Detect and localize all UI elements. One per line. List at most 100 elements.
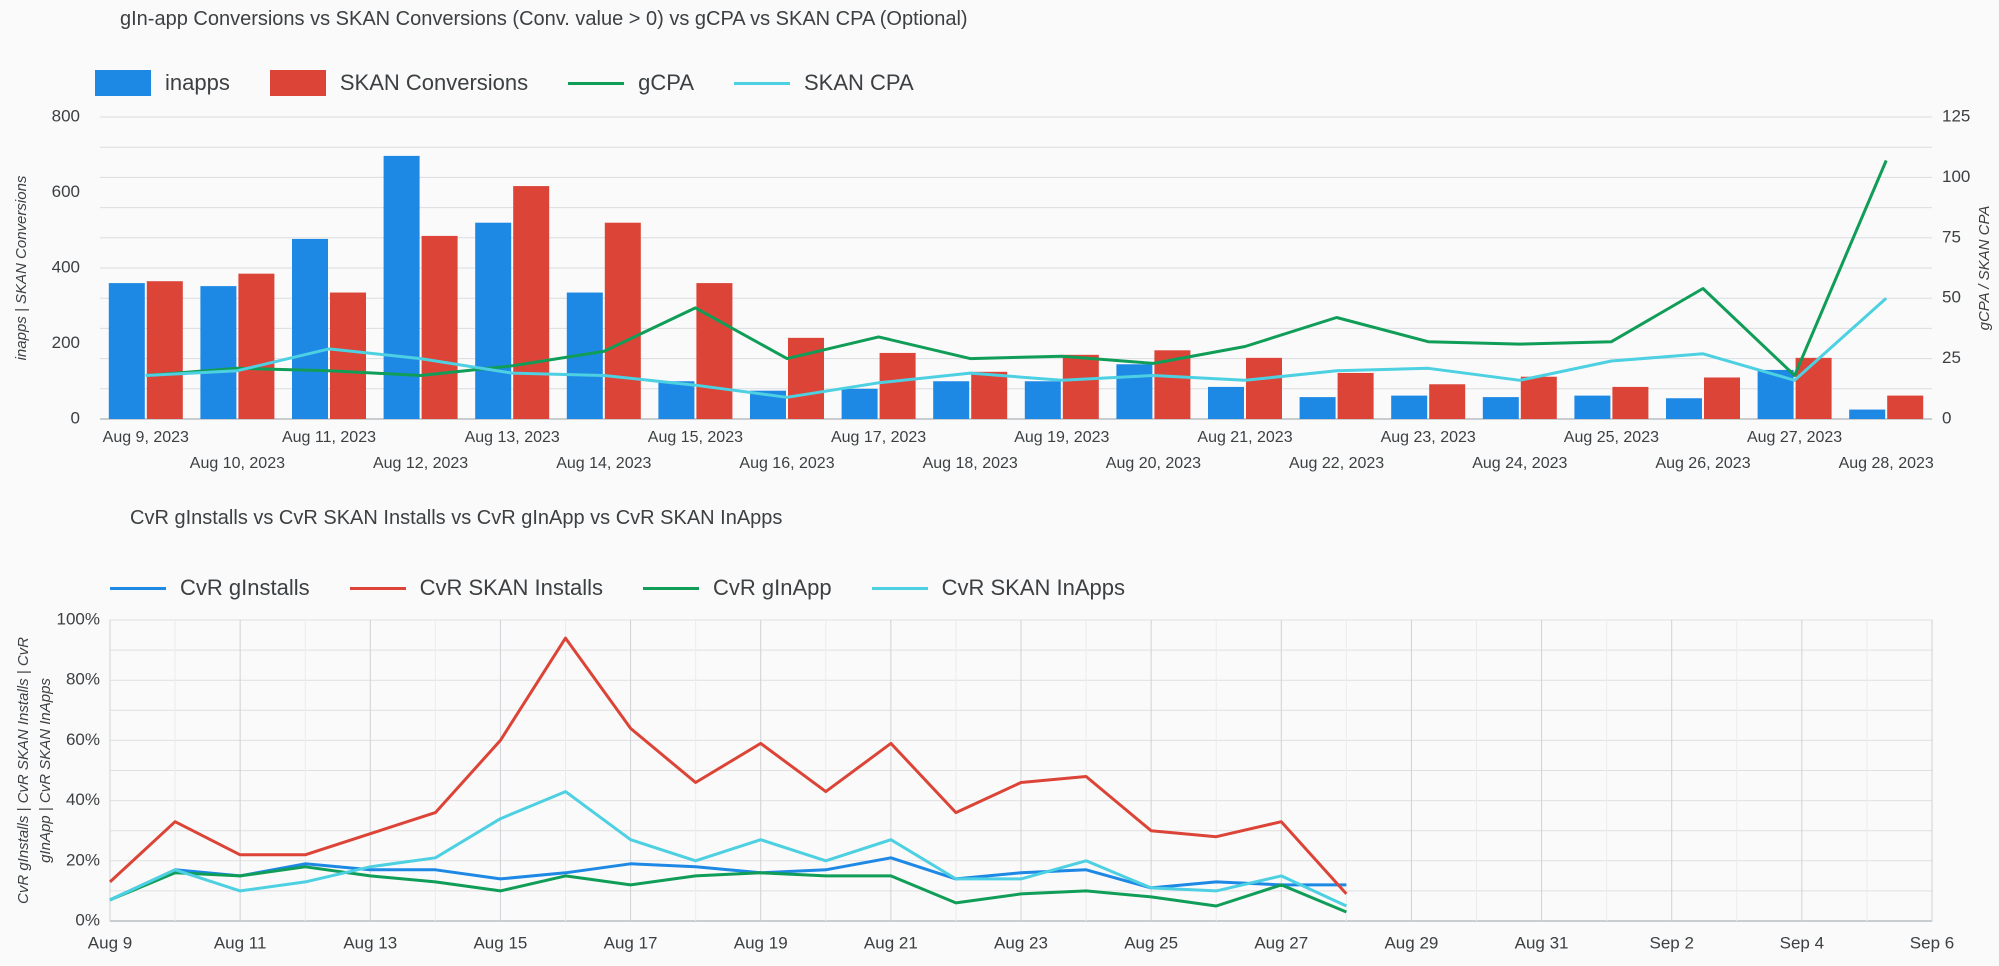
bar-inapps[interactable] [933, 381, 970, 419]
bar-skan-conversions[interactable] [1246, 357, 1282, 419]
bar-skan-conversions[interactable] [971, 371, 1008, 419]
bar-inapps[interactable] [383, 155, 420, 419]
chart2-y-axis-label: CvR gInstalls | CvR SKAN Installs | CvR [15, 637, 32, 904]
chart1-y2-tick: 125 [1942, 106, 1970, 125]
chart2-y-tick: 20% [66, 850, 100, 869]
line-cvr-skan-installs[interactable] [108, 636, 1348, 895]
chart1-x-tick: Aug 11, 2023 [282, 429, 376, 446]
bar-inapps[interactable] [1024, 381, 1061, 419]
bar-skan-conversions[interactable] [1429, 384, 1466, 419]
chart2-x-tick: Sep 4 [1780, 933, 1824, 952]
chart2-x-tick: Aug 23 [994, 933, 1048, 952]
chart1-x-tick: Aug 28, 2023 [1839, 455, 1934, 472]
chart1-x-tick: Aug 27, 2023 [1747, 429, 1842, 446]
bar-inapps[interactable] [1391, 395, 1428, 419]
bar-skan-conversions[interactable] [421, 235, 458, 419]
chart1-y2-tick: 25 [1942, 348, 1961, 367]
legend-swatch-cvr-skan-installs [349, 586, 406, 590]
bar-inapps[interactable] [1482, 397, 1519, 419]
bar-skan-conversions[interactable] [1612, 386, 1649, 419]
bar-inapps[interactable] [292, 238, 328, 419]
bar-inapps[interactable] [841, 388, 878, 419]
bar-skan-conversions[interactable] [604, 222, 641, 419]
bar-skan-conversions[interactable] [146, 281, 183, 419]
legend-label-inapps: inapps [165, 70, 230, 95]
chart1-legend: inapps SKAN Conversions gCPA SKAN CPA [95, 70, 954, 96]
chart1-x-tick: Aug 10, 2023 [190, 455, 285, 472]
chart2-y-tick: 100% [57, 609, 100, 628]
bar-skan-conversions[interactable] [513, 186, 550, 419]
bar-inapps[interactable] [200, 286, 237, 419]
legend-item-cvr-skan-inapps[interactable]: CvR SKAN InApps [871, 575, 1126, 601]
chart1-title: gIn-app Conversions vs SKAN Conversions … [120, 8, 968, 30]
bar-skan-conversions[interactable] [1520, 376, 1557, 419]
bar-skan-conversions[interactable] [1887, 395, 1924, 419]
bar-skan-conversions[interactable] [1337, 372, 1374, 419]
chart2-x-tick: Aug 25 [1124, 933, 1178, 952]
line-skan-cpa[interactable] [145, 297, 1888, 399]
bar-inapps[interactable] [108, 283, 145, 419]
bar-inapps[interactable] [1299, 397, 1336, 419]
chart2-x-tick: Aug 9 [88, 933, 132, 952]
chart1-x-tick: Aug 15, 2023 [648, 429, 743, 446]
bar-inapps[interactable] [1208, 386, 1244, 419]
legend-label-cvr-skan-inapps: CvR SKAN InApps [941, 575, 1126, 600]
line-gcpa[interactable] [145, 159, 1888, 377]
chart1-y-tick: 400 [52, 257, 80, 276]
line-cvr-skan-inapps[interactable] [109, 790, 1348, 908]
bar-inapps[interactable] [1574, 395, 1611, 419]
bar-skan-conversions[interactable] [330, 292, 366, 419]
chart2-y-axis-label: gInApp | CvR SKAN InApps [37, 678, 54, 863]
chart2-x-tick: Sep 2 [1649, 933, 1693, 952]
chart1-x-tick: Aug 21, 2023 [1197, 429, 1292, 446]
legend-item-skan-cpa[interactable]: SKAN CPA [734, 70, 914, 96]
chart1-x-tick: Aug 20, 2023 [1106, 455, 1201, 472]
legend-item-skan-conversions[interactable]: SKAN Conversions [269, 70, 529, 96]
legend-label-cvr-skan-installs: CvR SKAN Installs [419, 575, 603, 600]
chart1-x-tick: Aug 22, 2023 [1289, 455, 1384, 472]
legend-swatch-cvr-skan-inapps [871, 586, 928, 590]
bar-skan-conversions[interactable] [879, 352, 916, 419]
line-cvr-ginstalls[interactable] [109, 856, 1347, 902]
chart1-x-tick: Aug 16, 2023 [739, 455, 834, 472]
legend-item-inapps[interactable]: inapps [95, 70, 230, 96]
legend-label-skan-cpa: SKAN CPA [804, 70, 914, 95]
chart1-x-tick: Aug 24, 2023 [1472, 455, 1567, 472]
chart1-y-tick: 0 [71, 408, 80, 427]
bar-skan-conversions[interactable] [1062, 354, 1099, 419]
legend-swatch-inapps [95, 70, 151, 96]
legend-item-cvr-skan-installs[interactable]: CvR SKAN Installs [349, 575, 603, 601]
chart1-x-tick: Aug 12, 2023 [373, 455, 468, 472]
bar-skan-conversions[interactable] [696, 283, 733, 419]
legend-item-gcpa[interactable]: gCPA [568, 70, 694, 96]
legend-swatch-cvr-ginapp [642, 586, 699, 590]
legend-label-cvr-ginapp: CvR gInApp [712, 575, 832, 600]
chart1-x-tick: Aug 17, 2023 [831, 429, 926, 446]
bar-skan-conversions[interactable] [1704, 377, 1740, 419]
legend-item-cvr-ginapp[interactable]: CvR gInApp [642, 575, 832, 601]
chart1-x-tick: Aug 23, 2023 [1381, 429, 1476, 446]
legend-swatch-gcpa [568, 81, 625, 85]
bar-inapps[interactable] [1849, 409, 1886, 419]
bar-inapps[interactable] [658, 381, 695, 419]
chart1-x-tick: Aug 18, 2023 [923, 455, 1018, 472]
bar-inapps[interactable] [475, 222, 512, 419]
legend-label-skan-conversions: SKAN Conversions [339, 70, 529, 95]
line-cvr-ginapp[interactable] [109, 865, 1347, 914]
bar-inapps[interactable] [1116, 364, 1153, 419]
legend-swatch-skan-conversions [269, 70, 326, 96]
chart2-x-tick: Aug 21 [864, 933, 918, 952]
legend-swatch-cvr-ginstalls [110, 586, 166, 590]
chart2-y-tick: 60% [66, 730, 100, 749]
bar-skan-conversions[interactable] [238, 273, 275, 419]
legend-label-gcpa: gCPA [638, 70, 694, 95]
bar-skan-conversions[interactable] [1795, 357, 1832, 419]
chart1-x-tick: Aug 26, 2023 [1655, 455, 1750, 472]
legend-item-cvr-ginstalls[interactable]: CvR gInstalls [110, 575, 310, 601]
chart1-x-tick: Aug 19, 2023 [1014, 429, 1109, 446]
chart2-x-tick: Aug 11 [214, 933, 267, 952]
chart2-y-tick: 40% [66, 790, 100, 809]
chart1-y-axis-label: inapps | SKAN Conversions [13, 175, 30, 360]
bar-inapps[interactable] [1666, 398, 1702, 419]
